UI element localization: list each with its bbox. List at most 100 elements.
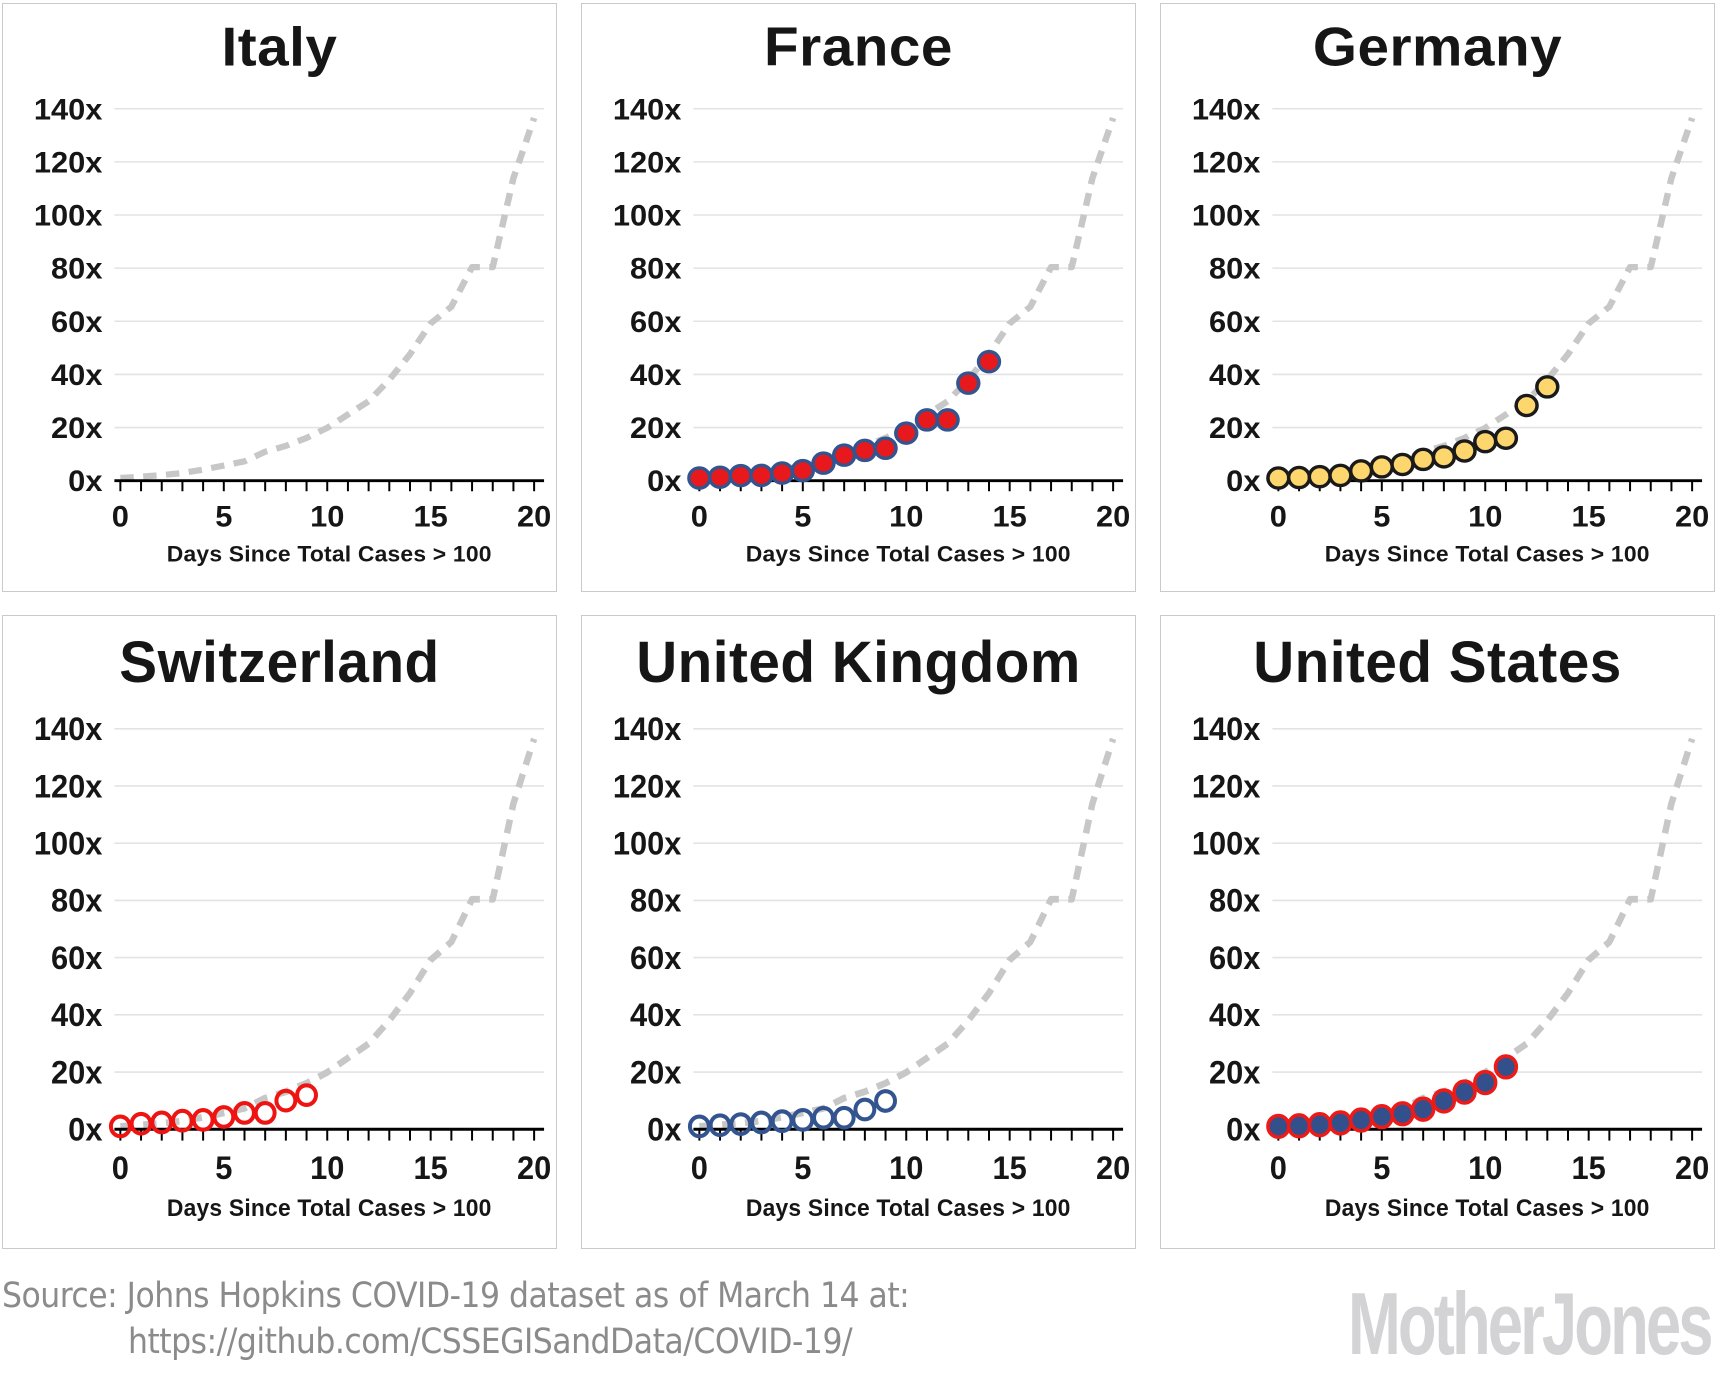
x-tick-label: 20 [517, 501, 551, 533]
x-tick-label: 0 [1270, 1150, 1287, 1186]
chart-grid: 0x 20x 40x 60x 80x 100x 120x 140x 0 5 10 15 20 Days S… [2, 3, 1715, 1249]
x-tick-label: 10 [889, 1150, 923, 1186]
x-tick-label: 10 [310, 501, 344, 533]
source-line-2: https://github.com/CSSEGISandData/COVID-… [128, 1322, 853, 1363]
x-tick-label: 15 [993, 501, 1027, 533]
x-tick-label: 20 [1675, 1150, 1709, 1186]
y-tick-label: 120x [34, 769, 103, 805]
x-tick-label: 0 [1270, 501, 1287, 533]
y-tick-label: 40x [630, 998, 682, 1034]
x-axis-title: Days Since Total Cases > 100 [746, 1195, 1071, 1221]
data-point [1307, 1112, 1332, 1138]
data-point [1431, 1088, 1457, 1114]
italy-trajectory-line [120, 117, 538, 482]
x-axis-title: Days Since Total Cases > 100 [746, 542, 1071, 567]
data-point [687, 466, 712, 490]
panel-title: France [764, 16, 953, 77]
y-tick-label: 100x [613, 826, 682, 862]
data-point [1286, 1113, 1312, 1139]
data-point [749, 1110, 773, 1135]
data-point [295, 1083, 318, 1108]
y-tick-label: 0x [68, 1112, 103, 1148]
x-tick-label: 5 [1373, 501, 1390, 533]
x-tick-label: 10 [1468, 1150, 1502, 1186]
x-tick-label: 10 [1468, 501, 1502, 533]
data-point [894, 421, 919, 445]
y-tick-label: 80x [51, 253, 103, 285]
panel-title: Italy [222, 16, 338, 77]
y-tick-label: 100x [34, 826, 103, 862]
x-tick-label: 0 [691, 501, 708, 533]
y-tick-label: 100x [1192, 826, 1261, 862]
x-tick-label: 20 [1096, 501, 1130, 533]
data-point [1369, 1103, 1394, 1130]
italy-trajectory-line [699, 737, 1117, 1130]
y-tick-label: 20x [51, 413, 103, 445]
y-tick-label: 140x [34, 712, 103, 748]
y-tick-label: 80x [51, 883, 103, 919]
data-point [1328, 1110, 1353, 1136]
x-tick-label: 0 [691, 1150, 708, 1186]
y-tick-label: 60x [1209, 940, 1261, 976]
x-tick-label: 0 [112, 1150, 129, 1186]
data-point [811, 451, 836, 475]
data-point [1410, 1096, 1436, 1122]
x-tick-label: 0 [112, 501, 129, 533]
y-tick-label: 0x [1226, 466, 1260, 498]
x-axis-title: Days Since Total Cases > 100 [1325, 542, 1650, 567]
italy-trajectory-line [120, 737, 538, 1130]
data-point [1286, 465, 1312, 490]
data-point [812, 1105, 835, 1130]
y-tick-label: 20x [51, 1055, 103, 1091]
x-axis-title: Days Since Total Cases > 100 [1325, 1195, 1650, 1221]
panel-france: 0x 20x 40x 60x 80x 100x 120x 140x 0 5 10 15 20 Days S… [581, 3, 1136, 592]
data-point [770, 1109, 794, 1134]
y-tick-label: 100x [613, 200, 682, 232]
x-tick-label: 15 [1572, 1150, 1606, 1186]
chart-italy: 0x 20x 40x 60x 80x 100x 120x 140x 0 5 10 15 20 Days S… [34, 16, 551, 567]
data-point [1431, 445, 1457, 469]
chart-france: 0x 20x 40x 60x 80x 100x 120x 140x 0 5 10 15 20 Days S… [613, 16, 1130, 567]
y-tick-label: 60x [51, 306, 103, 338]
y-tick-label: 40x [51, 998, 103, 1034]
data-point [729, 1112, 753, 1136]
y-tick-label: 140x [34, 94, 103, 126]
italy-trajectory-line [1278, 117, 1696, 482]
data-point [1348, 1107, 1374, 1133]
data-point [1369, 455, 1394, 479]
data-point [274, 1088, 298, 1113]
data-point [1307, 464, 1332, 489]
panel-title: Germany [1313, 16, 1562, 77]
data-point [687, 1114, 711, 1139]
data-point [707, 465, 733, 489]
y-tick-label: 120x [1192, 769, 1261, 805]
y-tick-label: 120x [613, 769, 682, 805]
data-point [749, 463, 774, 488]
data-point [1473, 1069, 1498, 1096]
data-point [170, 1108, 194, 1133]
data-point [1348, 459, 1374, 483]
y-tick-label: 140x [613, 712, 682, 748]
chart-united-kingdom: 0x 20x 40x 60x 80x 100x 120x 140x 0 5 10 15 20 Days S… [613, 630, 1130, 1221]
y-tick-label: 40x [630, 359, 682, 391]
panel-title: United Kingdom [636, 630, 1081, 695]
data-point [956, 371, 981, 395]
x-tick-label: 20 [1675, 501, 1709, 533]
y-tick-label: 80x [1209, 883, 1261, 919]
panel-title: United States [1253, 630, 1622, 695]
y-tick-label: 20x [630, 413, 682, 445]
y-tick-label: 100x [34, 200, 103, 232]
x-tick-label: 15 [414, 1150, 448, 1186]
y-tick-label: 20x [1209, 413, 1261, 445]
panel-united-kingdom: 0x 20x 40x 60x 80x 100x 120x 140x 0 5 10 15 20 Days S… [581, 615, 1136, 1249]
chart-switzerland: 0x 20x 40x 60x 80x 100x 120x 140x 0 5 10 15 20 Days S… [34, 630, 551, 1221]
x-tick-label: 15 [1572, 501, 1606, 533]
data-point [914, 408, 940, 432]
x-tick-label: 20 [517, 1150, 551, 1186]
y-tick-label: 80x [630, 883, 682, 919]
data-point [129, 1111, 153, 1136]
y-tick-label: 100x [1192, 200, 1261, 232]
page-footer: Source: Johns Hopkins COVID-19 dataset a… [2, 1258, 1714, 1368]
x-axis-title: Days Since Total Cases > 100 [167, 542, 492, 567]
data-point [1390, 452, 1415, 477]
